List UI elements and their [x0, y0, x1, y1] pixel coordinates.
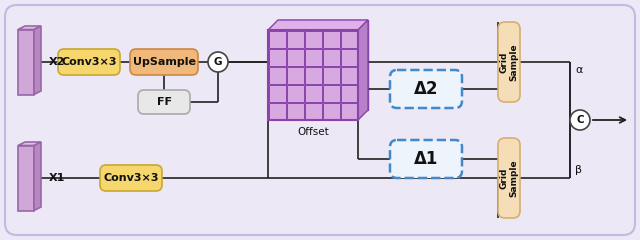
FancyBboxPatch shape [305, 84, 321, 102]
FancyBboxPatch shape [58, 49, 120, 75]
FancyBboxPatch shape [390, 70, 462, 108]
FancyBboxPatch shape [498, 22, 520, 102]
FancyBboxPatch shape [340, 66, 358, 84]
Text: Offset: Offset [297, 127, 329, 137]
FancyBboxPatch shape [390, 140, 462, 178]
FancyBboxPatch shape [138, 90, 190, 114]
Circle shape [208, 52, 228, 72]
FancyBboxPatch shape [305, 102, 321, 120]
Text: Conv3×3: Conv3×3 [61, 57, 116, 67]
Text: Grid
Sample: Grid Sample [499, 43, 518, 81]
Text: G: G [214, 57, 222, 67]
Polygon shape [18, 142, 41, 145]
FancyBboxPatch shape [269, 48, 285, 66]
FancyBboxPatch shape [269, 102, 285, 120]
FancyBboxPatch shape [269, 66, 285, 84]
FancyBboxPatch shape [323, 84, 339, 102]
Text: Δ2: Δ2 [413, 80, 438, 98]
Polygon shape [18, 26, 41, 30]
Polygon shape [268, 20, 368, 30]
FancyBboxPatch shape [323, 48, 339, 66]
Text: X2: X2 [49, 57, 65, 67]
Text: Grid
Sample: Grid Sample [499, 159, 518, 197]
Text: C: C [576, 115, 584, 125]
Polygon shape [358, 20, 368, 120]
Text: Δ1: Δ1 [414, 150, 438, 168]
Text: X1: X1 [49, 173, 65, 183]
FancyBboxPatch shape [323, 66, 339, 84]
FancyBboxPatch shape [287, 48, 303, 66]
Text: UpSample: UpSample [132, 57, 195, 67]
FancyBboxPatch shape [305, 48, 321, 66]
FancyBboxPatch shape [323, 102, 339, 120]
FancyBboxPatch shape [340, 30, 358, 48]
FancyBboxPatch shape [305, 66, 321, 84]
FancyBboxPatch shape [100, 165, 162, 191]
FancyBboxPatch shape [305, 30, 321, 48]
FancyBboxPatch shape [323, 30, 339, 48]
FancyBboxPatch shape [269, 30, 285, 48]
FancyBboxPatch shape [498, 138, 520, 218]
FancyBboxPatch shape [278, 20, 368, 110]
Circle shape [570, 110, 590, 130]
FancyBboxPatch shape [340, 102, 358, 120]
Text: Conv3×3: Conv3×3 [103, 173, 159, 183]
FancyBboxPatch shape [287, 66, 303, 84]
FancyBboxPatch shape [18, 30, 34, 95]
Polygon shape [34, 142, 41, 210]
FancyBboxPatch shape [130, 49, 198, 75]
FancyBboxPatch shape [287, 84, 303, 102]
FancyBboxPatch shape [287, 102, 303, 120]
Text: FF: FF [157, 97, 172, 107]
Polygon shape [34, 26, 41, 95]
FancyBboxPatch shape [5, 5, 635, 235]
Text: β: β [575, 165, 582, 175]
Text: α: α [575, 65, 582, 75]
FancyBboxPatch shape [340, 48, 358, 66]
FancyBboxPatch shape [18, 145, 34, 210]
FancyBboxPatch shape [340, 84, 358, 102]
FancyBboxPatch shape [287, 30, 303, 48]
FancyBboxPatch shape [269, 84, 285, 102]
